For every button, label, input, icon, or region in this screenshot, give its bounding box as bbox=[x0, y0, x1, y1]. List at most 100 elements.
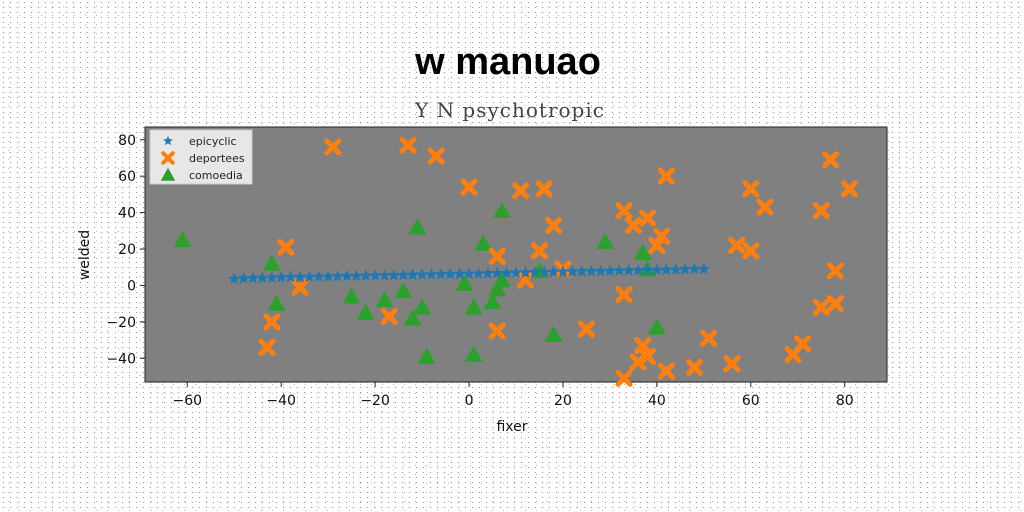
data-point-deportees bbox=[427, 147, 445, 165]
legend-label-comoedia: comoedia bbox=[189, 169, 243, 182]
data-point-epicyclic bbox=[528, 265, 541, 278]
data-point-deportees bbox=[399, 136, 417, 154]
data-point-epicyclic bbox=[622, 264, 635, 276]
data-point-deportees bbox=[826, 262, 844, 280]
data-point-epicyclic bbox=[378, 268, 391, 281]
data-point-deportees bbox=[812, 298, 830, 316]
data-point-comoedia bbox=[544, 325, 563, 342]
data-point-deportees bbox=[742, 180, 760, 198]
x-tick-label: 0 bbox=[465, 393, 474, 409]
data-point-epicyclic bbox=[293, 270, 307, 283]
data-point-deportees bbox=[657, 362, 675, 380]
data-point-epicyclic bbox=[631, 263, 645, 276]
data-point-deportees bbox=[653, 227, 671, 245]
data-point-deportees bbox=[648, 236, 666, 254]
y-tick-label: 0 bbox=[127, 278, 136, 294]
data-point-comoedia bbox=[394, 281, 413, 299]
data-point-deportees bbox=[488, 322, 506, 340]
data-point-deportees bbox=[258, 338, 276, 356]
data-point-comoedia bbox=[403, 309, 422, 326]
data-point-epicyclic bbox=[368, 269, 382, 281]
data-point-deportees bbox=[324, 138, 342, 156]
data-point-epicyclic bbox=[519, 266, 532, 278]
data-point-deportees bbox=[657, 167, 675, 185]
data-point-deportees bbox=[728, 236, 746, 254]
data-point-epicyclic bbox=[566, 265, 579, 277]
data-point-comoedia bbox=[647, 318, 666, 335]
data-point-epicyclic bbox=[603, 264, 617, 277]
legend-marker-epicyclic bbox=[163, 135, 173, 146]
data-point-deportees bbox=[277, 238, 295, 256]
x-tick-label: 80 bbox=[836, 393, 854, 409]
data-point-epicyclic bbox=[275, 270, 288, 283]
data-point-epicyclic bbox=[359, 269, 372, 282]
data-point-deportees bbox=[615, 286, 633, 304]
data-point-comoedia bbox=[262, 254, 281, 271]
x-axis: −60 −40 −20 0 20 40 60 80 bbox=[172, 382, 854, 409]
data-point-epicyclic bbox=[509, 266, 523, 279]
data-point-deportees bbox=[723, 355, 741, 373]
y-axis: −40 −20 0 20 40 60 80 bbox=[106, 133, 145, 367]
data-point-epicyclic bbox=[594, 264, 607, 277]
data-point-epicyclic bbox=[500, 266, 513, 279]
data-point-epicyclic bbox=[331, 269, 344, 282]
data-point-deportees bbox=[615, 202, 633, 220]
y-tick-label: 40 bbox=[118, 206, 136, 222]
data-point-epicyclic bbox=[678, 262, 692, 275]
data-point-epicyclic bbox=[641, 263, 654, 276]
data-point-epicyclic bbox=[472, 267, 485, 279]
data-point-deportees bbox=[512, 182, 530, 200]
legend-markers bbox=[160, 135, 176, 181]
data-point-deportees bbox=[784, 346, 802, 364]
data-point-epicyclic bbox=[538, 265, 551, 278]
data-point-deportees bbox=[685, 358, 703, 376]
legend-label-epicyclic: epicyclic bbox=[189, 135, 237, 148]
plot-area bbox=[144, 126, 888, 383]
data-point-epicyclic bbox=[415, 268, 429, 280]
data-point-comoedia bbox=[464, 345, 483, 362]
x-axis-label: fixer bbox=[496, 419, 527, 435]
chart-subtitle: Y N psychotropic bbox=[414, 98, 605, 122]
data-point-deportees bbox=[263, 313, 281, 331]
y-tick-label: −40 bbox=[106, 351, 136, 367]
legend-marker-deportees bbox=[161, 151, 175, 165]
data-point-epicyclic bbox=[265, 271, 278, 284]
data-point-epicyclic bbox=[228, 272, 241, 285]
data-point-comoedia bbox=[408, 218, 427, 235]
legend-marker-comoedia bbox=[160, 167, 176, 181]
data-point-epicyclic bbox=[284, 270, 297, 283]
data-point-epicyclic bbox=[237, 272, 250, 284]
legend: epicyclic deportees comoedia bbox=[149, 129, 253, 185]
data-point-epicyclic bbox=[453, 267, 466, 280]
data-point-comoedia bbox=[173, 230, 192, 248]
data-point-deportees bbox=[812, 202, 830, 220]
y-tick-label: 80 bbox=[118, 133, 136, 149]
data-point-comoedia bbox=[267, 294, 286, 311]
x-tick-label: 40 bbox=[648, 393, 666, 409]
legend-label-deportees: deportees bbox=[189, 152, 245, 165]
data-point-deportees bbox=[488, 247, 506, 265]
y-tick-label: 60 bbox=[118, 169, 136, 185]
data-point-deportees bbox=[535, 180, 553, 198]
data-point-deportees bbox=[291, 278, 309, 296]
data-point-comoedia bbox=[492, 271, 511, 288]
data-point-deportees bbox=[840, 180, 858, 198]
y-axis-label: welded bbox=[77, 230, 93, 280]
data-point-comoedia bbox=[455, 274, 474, 291]
data-point-epicyclic bbox=[321, 270, 335, 282]
data-point-deportees bbox=[577, 320, 595, 338]
data-point-epicyclic bbox=[256, 271, 269, 284]
data-point-deportees bbox=[700, 329, 718, 347]
x-tick-label: 60 bbox=[742, 393, 760, 409]
data-point-epicyclic bbox=[697, 262, 711, 275]
data-point-comoedia bbox=[488, 280, 507, 297]
data-point-deportees bbox=[638, 348, 656, 365]
data-point-epicyclic bbox=[397, 268, 410, 281]
data-point-comoedia bbox=[596, 232, 615, 249]
data-point-comoedia bbox=[417, 347, 436, 364]
data-point-epicyclic bbox=[444, 267, 457, 280]
data-point-deportees bbox=[545, 216, 563, 234]
data-point-comoedia bbox=[342, 287, 361, 304]
data-point-deportees bbox=[516, 271, 534, 289]
data-point-epicyclic bbox=[660, 263, 673, 276]
